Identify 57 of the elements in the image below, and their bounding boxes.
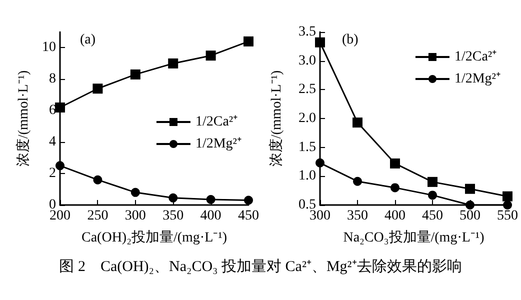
caption: 图 2 Ca(OH)₂、Na₂CO₃ 投加量对 Ca²⁺、Mg²⁺去除效果的影响 xyxy=(58,258,463,276)
point xyxy=(352,118,362,128)
x-tick-label: 350 xyxy=(162,208,184,224)
x-tick-label: 550 xyxy=(497,208,518,224)
point xyxy=(206,50,216,61)
legend-label: 1/2Mg²⁺ xyxy=(195,136,242,152)
point xyxy=(428,176,438,187)
y-tick-label: 2 xyxy=(49,166,56,182)
x-axis-title: Ca(OH)₂投加量/(mg·L⁻¹) xyxy=(82,230,228,246)
y-tick-label: 2.0 xyxy=(298,111,316,126)
x-tick-label: 250 xyxy=(87,208,108,224)
point xyxy=(316,158,324,168)
y-tick-label: 4 xyxy=(49,134,56,150)
y-tick-label: 1.0 xyxy=(298,168,316,184)
point xyxy=(465,184,475,194)
x-tick-label: 500 xyxy=(460,208,480,224)
point xyxy=(390,183,400,192)
y-tick-label: 8 xyxy=(49,72,56,87)
point xyxy=(168,193,178,202)
point xyxy=(244,196,253,205)
x-axis-title: Na₂CO₃投加量/(mg·L⁻¹) xyxy=(343,230,485,246)
point xyxy=(130,188,140,197)
chart-title: (b) xyxy=(342,32,359,48)
x-tick-label: 450 xyxy=(422,208,443,224)
x-tick-label: 450 xyxy=(238,208,259,224)
y-axis-title: 浓度/(mmol·L⁻¹) xyxy=(268,70,284,167)
chart-title: (a) xyxy=(80,32,96,48)
x-tick-label: 400 xyxy=(384,208,406,224)
point xyxy=(56,161,64,170)
point xyxy=(130,69,140,80)
x-tick-label: 300 xyxy=(124,208,146,224)
point xyxy=(93,175,102,184)
x-tick-label: 300 xyxy=(310,208,330,224)
point xyxy=(92,84,103,94)
x-tick-label: 400 xyxy=(200,208,222,224)
legend-label: 1/2Mg²⁺ xyxy=(454,72,502,86)
point xyxy=(315,37,325,48)
point xyxy=(466,200,474,210)
x-tick-label: 200 xyxy=(50,208,70,224)
point xyxy=(390,158,400,168)
point xyxy=(503,200,512,210)
x-tick-label: 350 xyxy=(347,208,368,224)
point xyxy=(502,191,512,202)
y-tick-label: 3.5 xyxy=(298,24,316,40)
y-tick-label: 3.0 xyxy=(298,53,316,68)
y-axis-title: 浓度/(mmol·L⁻¹) xyxy=(16,70,32,167)
y-tick-label: 1.5 xyxy=(298,140,316,155)
y-tick-label: 10 xyxy=(42,40,56,56)
y-tick-label: 2.5 xyxy=(298,82,316,98)
legend-label: 1/2Ca²⁺ xyxy=(454,50,498,64)
point xyxy=(428,190,437,200)
point xyxy=(168,58,178,68)
legend-label: 1/2Ca²⁺ xyxy=(195,114,238,130)
point xyxy=(244,36,254,46)
point xyxy=(206,195,216,204)
point xyxy=(353,176,362,186)
point xyxy=(55,102,65,112)
